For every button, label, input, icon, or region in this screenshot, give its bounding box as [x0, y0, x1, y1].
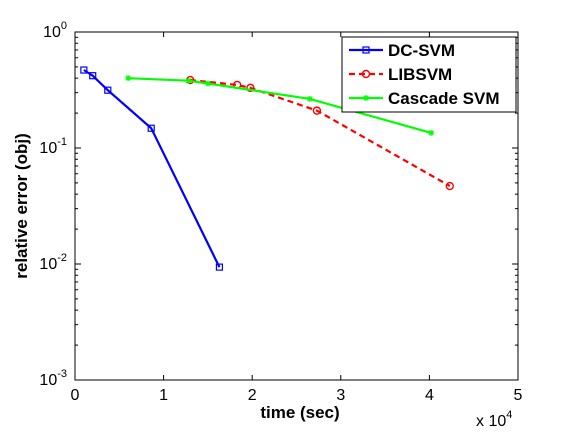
x-multiplier-exp: 4 — [506, 409, 512, 421]
data-point-square — [147, 124, 155, 132]
data-point-circle — [361, 69, 371, 79]
y-tick-base: 10 — [43, 24, 61, 41]
y-tick-label: 10-1 — [39, 136, 67, 157]
data-point-square — [362, 46, 370, 54]
data-point-circle — [445, 181, 454, 191]
legend-label: LIBSVM — [388, 65, 452, 84]
y-tick-exp: -3 — [57, 368, 67, 380]
data-point-circle — [312, 106, 322, 115]
y-tick-base: 10 — [39, 372, 57, 389]
x-tick-label: 4 — [425, 387, 434, 404]
data-point-square — [80, 66, 88, 74]
legend-item: DC-SVM — [349, 41, 455, 60]
data-point-star — [185, 77, 192, 84]
x-axis-label: time (sec) — [260, 403, 339, 422]
series-libsvm — [185, 75, 454, 191]
data-point-star — [428, 129, 435, 136]
legend-label: Cascade SVM — [388, 89, 500, 108]
legend-item: Cascade SVM — [349, 89, 500, 108]
data-point-star — [204, 80, 211, 87]
x-tick-label: 1 — [159, 387, 168, 404]
data-point-circle — [246, 83, 255, 93]
y-tick-exp: -2 — [57, 252, 67, 264]
x-tick-label: 0 — [71, 387, 80, 404]
y-tick-label: 10-3 — [39, 368, 67, 389]
y-tick-base: 10 — [39, 256, 57, 273]
data-point-square — [215, 263, 224, 271]
data-point-square — [89, 72, 97, 80]
legend-item: LIBSVM — [349, 65, 452, 84]
x-tick-label: 5 — [514, 387, 523, 404]
y-axis-label: relative error (obj) — [12, 133, 31, 279]
series-line — [190, 79, 451, 187]
y-tick-label: 10-2 — [39, 252, 67, 273]
legend: DC-SVM LIBSVM Cascade SVM — [341, 36, 517, 113]
series-layer — [80, 66, 454, 271]
legend-label: DC-SVM — [388, 41, 455, 60]
data-point-star — [363, 95, 369, 101]
x-tick-label: 3 — [336, 387, 345, 404]
data-point-square — [104, 86, 112, 94]
y-tick-base: 10 — [39, 140, 57, 157]
x-multiplier: x 104 — [476, 409, 512, 430]
series-dc-svm — [80, 66, 224, 271]
y-tick-label: 100 — [43, 20, 67, 41]
data-point-star — [306, 95, 313, 102]
plot-frame — [74, 31, 519, 381]
x-multiplier-base: x 10 — [476, 413, 506, 430]
data-point-star — [125, 75, 132, 82]
y-tick-exp: -1 — [57, 136, 67, 148]
x-tick-label: 2 — [248, 387, 257, 404]
y-tick-exp: 0 — [61, 20, 67, 32]
